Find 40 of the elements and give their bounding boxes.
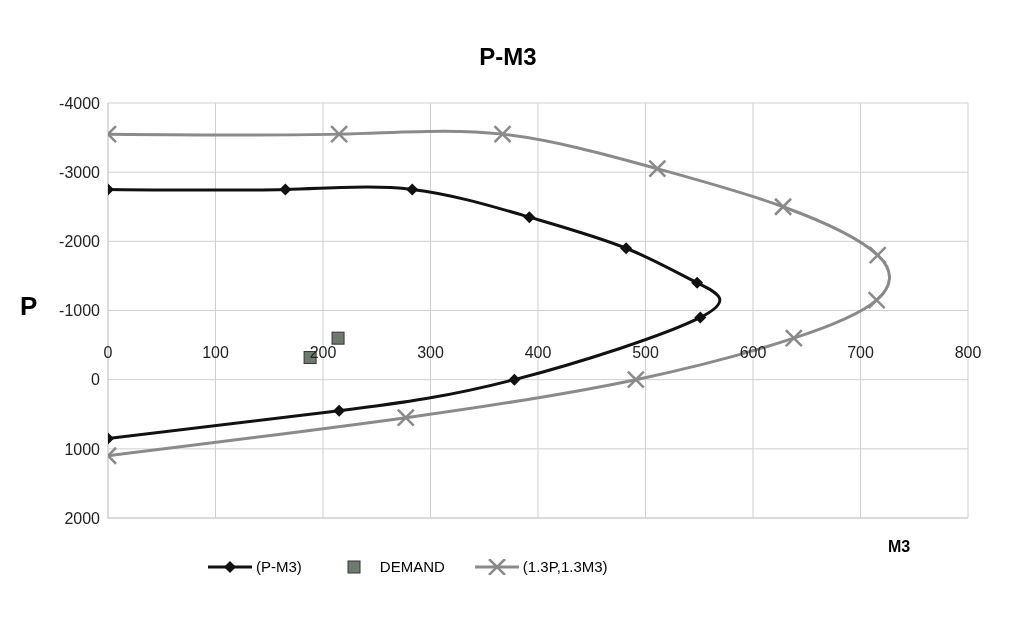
point — [493, 124, 512, 144]
x-tick-label: 0 — [103, 343, 113, 361]
legend-label: DEMAND — [378, 558, 445, 575]
y-tick-label: -2000 — [59, 233, 101, 251]
point — [648, 159, 667, 178]
x-tick-label: 100 — [202, 343, 229, 361]
x-tick-label: 400 — [524, 343, 552, 361]
point — [331, 331, 345, 345]
y-axis-title: P — [20, 290, 38, 322]
y-tick-label: 2000 — [64, 509, 101, 527]
point — [867, 290, 886, 310]
point — [694, 311, 707, 324]
point — [868, 245, 887, 265]
x-tick-label: 800 — [954, 343, 982, 361]
legend-label: (P-M3) — [255, 558, 302, 575]
y-tick-label: -1000 — [59, 302, 101, 320]
chart-title: P-M3 — [478, 43, 538, 71]
point — [279, 183, 292, 196]
point — [406, 183, 419, 196]
point — [620, 242, 633, 255]
legend-label: (1.3P,1.3M3) — [521, 558, 608, 575]
x-tick-label: 200 — [309, 343, 337, 361]
x-tick-label: 300 — [417, 343, 444, 361]
y-tick-label: 0 — [91, 371, 101, 389]
point — [773, 197, 793, 216]
point — [626, 370, 646, 389]
y-tick-label: -4000 — [59, 94, 101, 112]
point — [523, 211, 536, 224]
point — [691, 276, 704, 289]
point — [329, 124, 349, 144]
point — [508, 373, 521, 386]
point — [333, 404, 346, 417]
y-tick-label: -3000 — [59, 163, 101, 181]
point — [784, 328, 804, 348]
x-tick-label: 600 — [739, 343, 767, 361]
y-tick-label: 1000 — [64, 440, 101, 458]
x-tick-label: 500 — [632, 343, 659, 361]
x-axis-title: M3 — [888, 538, 911, 556]
point — [396, 408, 416, 427]
x-tick-label: 700 — [847, 343, 874, 361]
